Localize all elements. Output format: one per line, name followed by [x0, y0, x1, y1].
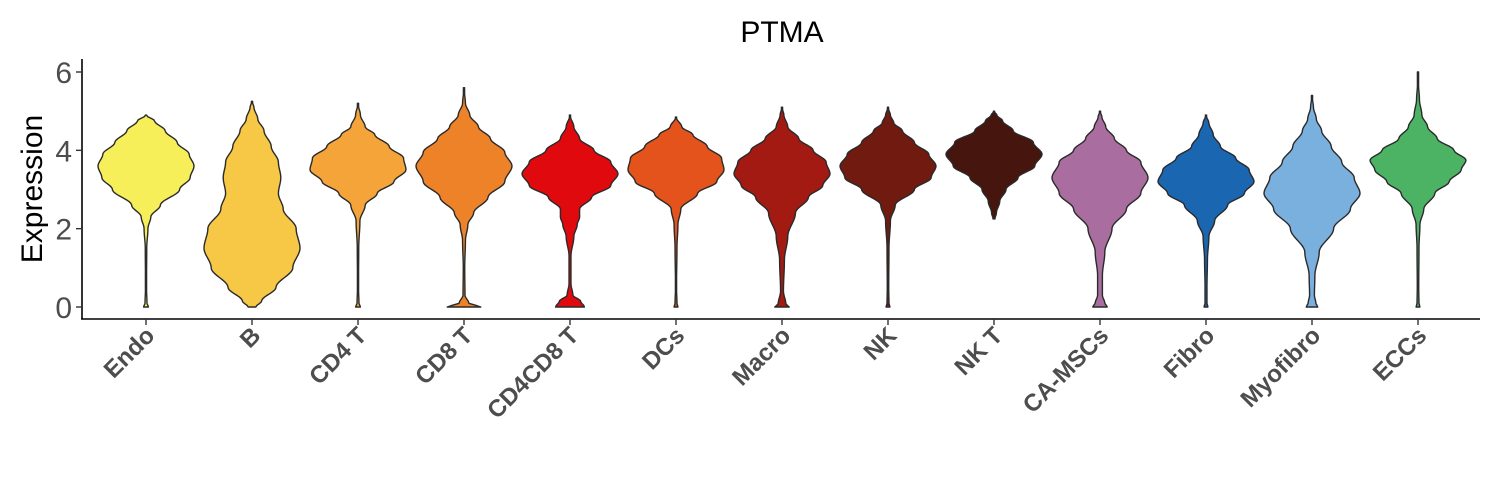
- y-tick-label: 4: [55, 135, 72, 168]
- violin-myofibro: [1263, 94, 1361, 308]
- y-tick-label: 0: [55, 292, 72, 325]
- violin-ca-mscs: [1051, 110, 1149, 308]
- x-tick-label: Endo: [99, 322, 161, 384]
- x-tick-label: ECCs: [1368, 322, 1432, 386]
- violin-dcs: [627, 116, 725, 308]
- violin-eccs: [1369, 71, 1467, 308]
- violin-fibro: [1157, 114, 1255, 308]
- violin-b: [203, 100, 301, 308]
- y-axis-label: Expression: [16, 115, 49, 263]
- y-axis-ticks: 0 2 4 6: [55, 57, 82, 325]
- x-tick-label: Fibro: [1159, 322, 1221, 384]
- y-tick-label: 6: [55, 57, 72, 90]
- violin-cd8-t: [415, 86, 513, 308]
- x-tick-label: CD4CD8 T: [482, 322, 584, 424]
- violin-cd4cd8-t: [521, 114, 619, 308]
- violin-nk-t: [945, 110, 1043, 220]
- x-axis-ticks: Endo B CD4 T CD8 T CD4CD8 T DCs Macro NK NK T CA-…: [99, 319, 1432, 424]
- x-tick-label: DCs: [637, 322, 690, 375]
- x-tick-label: CD4 T: [304, 322, 372, 390]
- x-tick-label: NK T: [950, 322, 1009, 381]
- violin-nk: [839, 106, 937, 308]
- y-tick-label: 2: [55, 214, 72, 247]
- violins-group: [97, 71, 1467, 308]
- violin-macro: [733, 106, 831, 308]
- x-tick-label: CD8 T: [410, 322, 478, 390]
- violin-cd4-t: [309, 102, 407, 308]
- chart-title: PTMA: [740, 16, 823, 49]
- x-tick-label: Myofibro: [1236, 322, 1327, 413]
- x-tick-label: B: [235, 322, 266, 353]
- x-tick-label: Macro: [727, 322, 796, 391]
- x-tick-label: NK: [859, 322, 903, 366]
- x-tick-label: CA-MSCs: [1018, 322, 1114, 418]
- violin-endo: [97, 114, 195, 308]
